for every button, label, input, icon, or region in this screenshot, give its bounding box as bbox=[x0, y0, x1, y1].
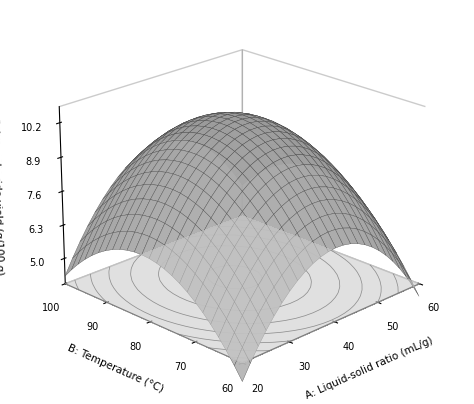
X-axis label: A: Liquid-solid ratio (mL/g): A: Liquid-solid ratio (mL/g) bbox=[304, 336, 434, 402]
Y-axis label: B: Temperature (°C): B: Temperature (°C) bbox=[66, 343, 165, 394]
